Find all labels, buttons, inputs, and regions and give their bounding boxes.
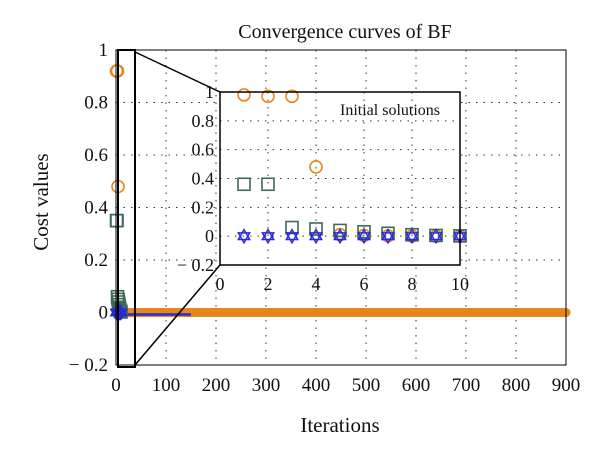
y-tick-label: 0.2 [84,250,108,271]
main-plot-frame [115,49,567,366]
inset-x-tick-label: 2 [264,274,273,294]
inset-green-square-point [237,177,251,192]
inset-green-square-point [309,222,323,236]
inset-blue-star-point [333,228,347,245]
inset-orange-circle-point [309,160,323,174]
inset-y-tick-label: − 0.2 [177,255,214,275]
inset-blue-star-point-part [405,228,419,241]
y-tick-label: − 0.2 [69,355,108,376]
inset-blue-star-point-part [405,232,419,245]
inset-y-tick-label: 0.8 [192,111,215,131]
inset-x-tick-label: 8 [408,274,417,294]
inset-blue-star-point-part [309,228,323,241]
inset-y-tick-label: 0.4 [192,169,215,189]
inset-blue-star-point-part [381,228,395,241]
inset-blue-star-point-part [381,232,395,245]
x-tick-label: 200 [202,375,231,396]
chart-title: Convergence curves of BF [238,21,451,43]
x-tick-label: 800 [502,375,531,396]
inset-green-square-point [357,225,371,239]
y-tick-label: 1 [99,40,109,61]
inset-x-tick-label: 4 [312,274,321,294]
x-tick-label: 600 [402,375,431,396]
inset-y-tick-label: 0.2 [192,197,215,217]
inset-green-square-point [333,223,347,238]
x-tick-label: 400 [302,375,331,396]
inset-blue-star-point [357,228,371,245]
y-tick-label: 0.6 [84,145,108,166]
x-axis-label: Iterations [300,413,379,437]
inset-orange-circle-point [285,89,299,104]
inset-blue-star-point-part [309,232,323,245]
x-tick-label: 300 [252,375,281,396]
inset-blue-star-point-part [333,232,347,245]
main-tick-labels: 0 100 200 300 400 500 600 700 800 90010.80.60.40.… [69,40,580,396]
inset-blue-star-point-part [237,228,251,241]
inset-blue-star-point [381,228,395,245]
inset-blue-star-point [237,228,251,245]
y-tick-label: 0.8 [84,93,108,114]
inset-blue-star-point-part [429,232,443,245]
inset-y-tick-label: 0.6 [192,140,215,160]
inset-blue-star-point-part [261,232,275,245]
zoom-connector-bottom [134,264,221,366]
inset-green-square-point [261,177,275,192]
inset-annotation: Initial solutions [340,102,440,119]
inset-blue-star-point-part [261,228,275,241]
inset-blue-star-point [309,228,323,245]
inset-y-tick-label: 1 [205,82,214,102]
inset-blue-star-point-part [285,232,299,245]
y-tick-label: 0 [99,303,109,324]
inset-x-tick-label: 0 [216,274,225,294]
inset-orange-circle-point [237,88,251,102]
inset-x-tick-label: 10 [451,274,469,294]
x-tick-label: 500 [352,375,381,396]
inset-blue-star-point-part [357,232,371,245]
inset-y-tick-label: 0 [205,226,214,246]
inset-blue-star-point-part [333,228,347,241]
inset-blue-star-point [285,228,299,245]
inset-blue-star-point [261,228,275,245]
inset-x-tick-label: 6 [360,274,369,294]
inset-blue-star-point [405,228,419,245]
y-axis-label: Cost values [29,153,53,250]
x-tick-label: 100 [152,375,181,396]
y-tick-label: 0.4 [84,198,108,219]
zoom-connector-top [134,51,221,93]
inset-blue-star-point-part [357,228,371,241]
inset-blue-star-point-part [237,232,251,245]
inset-blue-star-point [429,228,443,245]
inset-orange-circle-point [261,89,275,104]
x-tick-label: 900 [552,375,581,396]
inset-blue-star-point-part [429,228,443,241]
inset-blue-star-point-part [285,228,299,241]
x-tick-label: 0 [111,375,121,396]
inset-frame [219,91,461,266]
x-tick-label: 700 [452,375,481,396]
zoom-region-box [117,49,136,368]
